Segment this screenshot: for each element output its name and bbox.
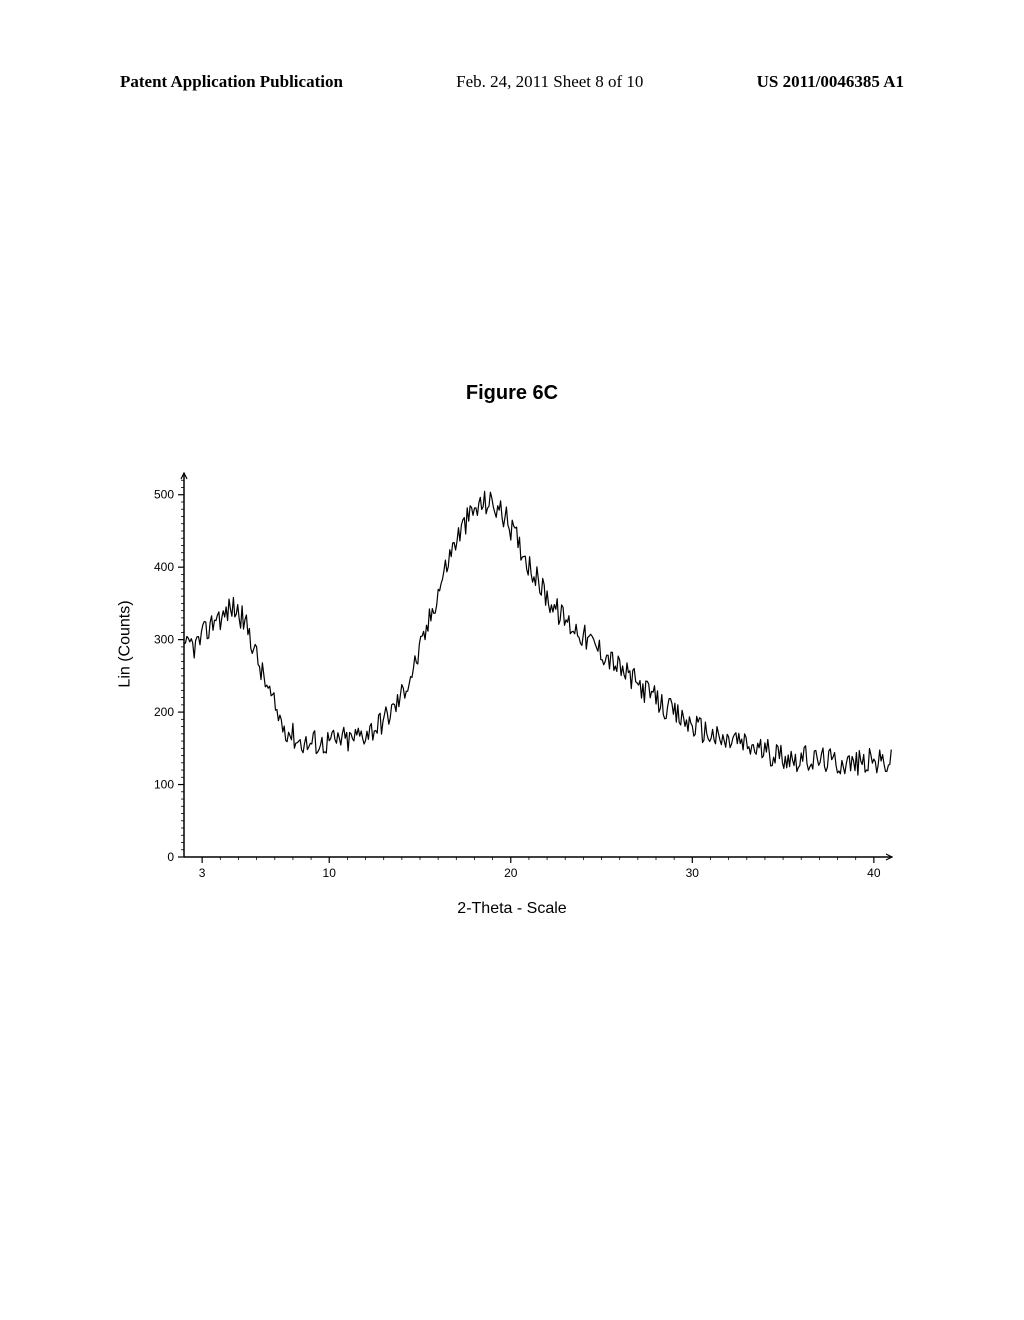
svg-text:300: 300	[154, 633, 174, 647]
chart-svg: 0 100 200 300 400 500 3 10 20 30 40	[122, 465, 902, 897]
svg-text:20: 20	[504, 866, 518, 880]
svg-text:200: 200	[154, 705, 174, 719]
header-left: Patent Application Publication	[120, 72, 343, 92]
svg-text:10: 10	[323, 866, 337, 880]
figure-title: Figure 6C	[466, 382, 558, 405]
header-center: Feb. 24, 2011 Sheet 8 of 10	[456, 72, 643, 92]
svg-text:30: 30	[686, 866, 700, 880]
header-right: US 2011/0046385 A1	[757, 72, 904, 92]
svg-text:100: 100	[154, 778, 174, 792]
svg-text:500: 500	[154, 488, 174, 502]
svg-text:400: 400	[154, 560, 174, 574]
svg-text:40: 40	[867, 866, 881, 880]
xrd-chart: 0 100 200 300 400 500 3 10 20 30 40	[122, 465, 902, 897]
svg-text:0: 0	[167, 850, 174, 864]
x-axis-label: 2-Theta - Scale	[457, 900, 566, 918]
page-header: Patent Application Publication Feb. 24, …	[0, 72, 1024, 92]
svg-text:3: 3	[199, 866, 206, 880]
